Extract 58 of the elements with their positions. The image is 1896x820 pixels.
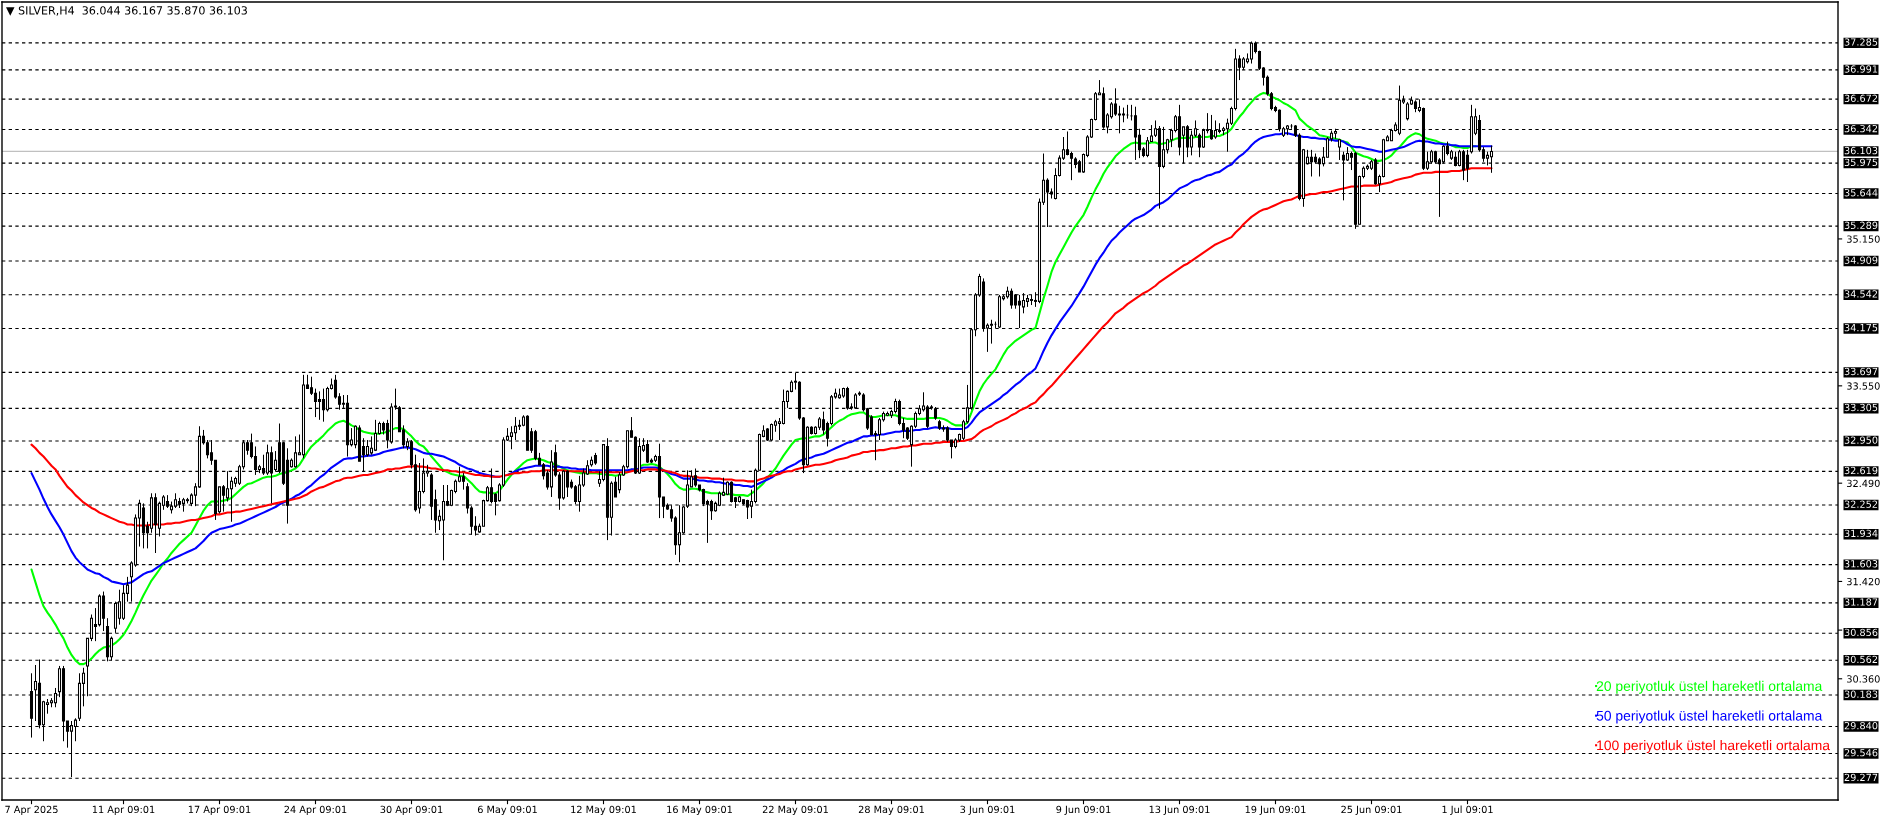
y-tick-label: 31.420 [1847, 577, 1880, 586]
ref-line-label: 29.840 [1844, 722, 1878, 730]
candlestick [73, 717, 78, 742]
ref-line-label: 34.175 [1844, 323, 1878, 332]
ref-line-label: 30.856 [1844, 628, 1878, 637]
ref-line-label: 35.644 [1844, 189, 1878, 197]
x-tick-label: 11 Apr 09:01 [92, 805, 155, 815]
y-tick-label: 30.360 [1847, 675, 1880, 683]
x-tick-label: 12 May 09:01 [571, 805, 636, 815]
ref-line-label: 36.103 [1844, 146, 1878, 155]
ref-line-label: 32.950 [1844, 436, 1878, 444]
x-tick-label: 28 May 09:01 [858, 805, 924, 815]
y-tick-label: 33.550 [1847, 382, 1880, 390]
legend-label: 50 periyotluk üstel hareketli ortalama [1596, 710, 1823, 724]
ref-line-label: 31.934 [1844, 529, 1878, 538]
candlestick [1405, 101, 1410, 121]
y-tick-label: 35.150 [1847, 235, 1880, 243]
ref-line-label: 35.289 [1844, 221, 1878, 229]
ref-line-label: 37.285 [1844, 38, 1878, 46]
x-tick-label: 7 Apr 2025 [5, 805, 58, 815]
ref-line-label: 34.542 [1844, 290, 1878, 298]
x-tick-label: 22 May 09:01 [762, 805, 828, 815]
y-tick-label: 32.490 [1847, 479, 1880, 488]
x-tick-label: 19 Jun 09:01 [1245, 805, 1306, 815]
chart-title: ▼ SILVER,H4 36.044 36.167 35.870 36.103 [6, 6, 247, 16]
ref-line-label: 33.697 [1844, 367, 1878, 376]
ref-line-label: 31.187 [1844, 598, 1878, 606]
x-tick-label: 9 Jun 09:01 [1056, 805, 1111, 815]
ref-line-label: 33.305 [1844, 403, 1878, 412]
ref-line-label: 36.342 [1844, 124, 1878, 133]
ref-line-label: 29.546 [1844, 749, 1878, 757]
x-tick-label: 16 May 09:01 [667, 805, 732, 815]
candlestick [1189, 130, 1194, 156]
candlestick [1465, 149, 1470, 183]
legend-label: 100 periyotluk üstel hareketli ortalama [1597, 740, 1831, 753]
x-tick-label: 25 Jun 09:01 [1341, 805, 1402, 815]
ref-line-label: 30.562 [1844, 655, 1878, 664]
x-tick-label: 3 Jun 09:01 [960, 805, 1015, 815]
candlestick [269, 445, 274, 504]
ref-line-label: 32.619 [1844, 466, 1878, 475]
ref-line-label: 32.252 [1844, 500, 1878, 508]
legend-label: 20 periyotluk üstel hareketli ortalama [1596, 680, 1823, 694]
ref-line-label: 30.183 [1844, 690, 1878, 698]
ref-line-label: 35.975 [1844, 158, 1878, 166]
ref-line-label: 31.603 [1844, 560, 1878, 568]
ref-line-label: 36.991 [1844, 65, 1878, 73]
candlestick [877, 417, 882, 441]
candlestick [265, 444, 270, 476]
x-tick-label: 1 Jul 09:01 [1442, 805, 1493, 815]
x-tick-label: 24 Apr 09:01 [284, 805, 347, 815]
ref-line-label: 29.277 [1844, 773, 1878, 782]
candlestick [1197, 132, 1202, 158]
x-tick-label: 17 Apr 09:01 [188, 805, 251, 815]
x-tick-label: 13 Jun 09:01 [1149, 805, 1210, 815]
x-tick-label: 6 May 09:01 [477, 805, 537, 815]
ref-line-label: 34.909 [1844, 256, 1878, 264]
x-tick-label: 30 Apr 09:01 [380, 805, 443, 815]
ref-line-label: 36.672 [1844, 94, 1878, 102]
